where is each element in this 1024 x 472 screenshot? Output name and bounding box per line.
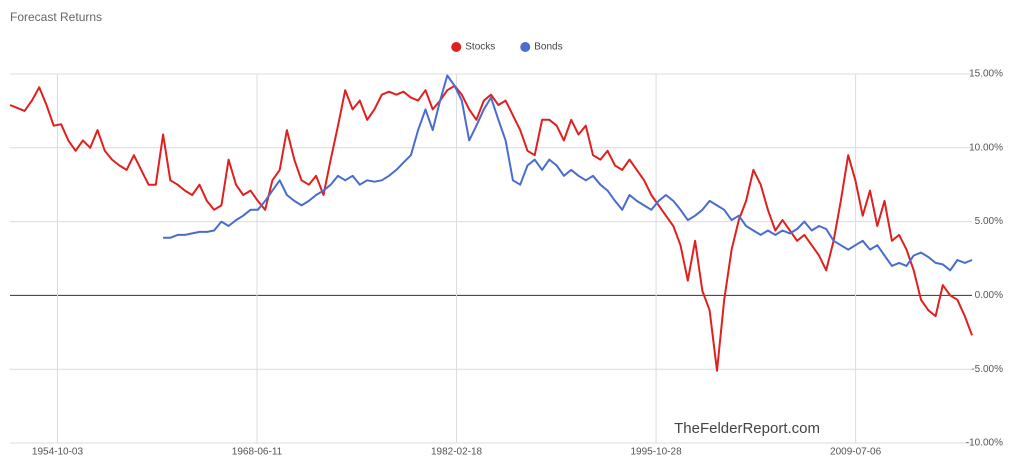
- legend-label: Stocks: [465, 42, 495, 53]
- y-tick-label: 0.00%: [975, 290, 1003, 301]
- legend-marker: [520, 42, 531, 52]
- series-line: [163, 74, 973, 272]
- y-tick-label: -10.00%: [966, 438, 1003, 449]
- y-tick-label: 15.00%: [969, 69, 1003, 80]
- legend-marker: [451, 42, 462, 52]
- legend-item: Bonds: [520, 42, 563, 53]
- legend-label: Bonds: [534, 42, 562, 53]
- x-tick-label: 2009-07-06: [830, 447, 882, 458]
- chart-title: Forecast Returns: [10, 10, 102, 24]
- y-tick-label: 10.00%: [969, 142, 1003, 153]
- y-tick-label: -5.00%: [971, 364, 1003, 375]
- x-tick-label: 1968-06-11: [232, 447, 283, 458]
- watermark: TheFelderReport.com: [674, 420, 820, 437]
- series-line: [9, 84, 973, 372]
- x-tick-label: 1982-02-18: [431, 447, 483, 458]
- legend-item: Stocks: [451, 42, 495, 53]
- x-tick-label: 1995-10-28: [630, 447, 682, 458]
- x-tick-label: 1954-10-03: [32, 447, 84, 458]
- y-tick-label: 5.00%: [975, 216, 1003, 227]
